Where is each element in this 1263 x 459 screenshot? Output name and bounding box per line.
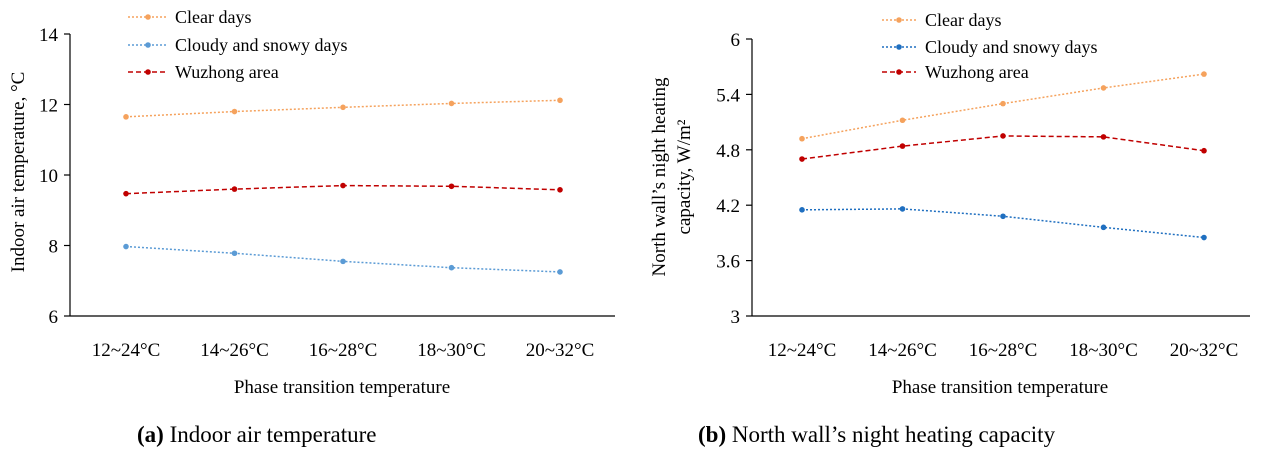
- chart-1-data-point: [799, 207, 805, 213]
- chart-b-series: [799, 71, 1207, 241]
- chart-a-x-axis-label: Phase transition temperature: [234, 377, 450, 398]
- chart-1-ytick-label: 4.8: [716, 141, 740, 162]
- chart-0-xtick-label: 18~30°C: [417, 340, 486, 361]
- chart-1-xtick-label: 16~28°C: [969, 340, 1038, 361]
- chart-0-ytick-label: 6: [49, 307, 59, 328]
- caption-b: (b) North wall’s night heating capacity: [698, 422, 1055, 448]
- legend-b-clear-days: Clear days: [925, 10, 1001, 30]
- chart-0-data-point: [123, 190, 129, 197]
- legend-b-cloudy-marker: [896, 44, 902, 50]
- chart-1-ytick-label: 3.6: [716, 252, 740, 273]
- chart-1-series-line: [801, 208, 1205, 239]
- chart-1-ytick-label: 5.4: [716, 85, 740, 106]
- chart-1-data-point: [1000, 100, 1006, 107]
- chart-1-data-point: [1201, 71, 1207, 77]
- chart-0-data-point: [231, 108, 238, 115]
- chart-1-ytick-label: 4.2: [716, 196, 740, 217]
- caption-a: (a) Indoor air temperature: [137, 422, 376, 448]
- chart-0-data-point: [123, 114, 129, 120]
- chart-1-xtick-label: 18~30°C: [1069, 340, 1138, 361]
- chart-0-ytick-label: 14: [39, 25, 59, 46]
- caption-b-tag: (b): [698, 422, 727, 447]
- chart-1-data-point: [799, 156, 805, 162]
- chart-1-xtick-label: 14~26°C: [868, 340, 937, 361]
- chart-a-y-axis-label: Indoor air temperature, °C: [8, 72, 29, 273]
- chart-0-ytick-label: 12: [39, 96, 58, 117]
- chart-1-data-point: [1201, 147, 1207, 154]
- legend-a-wuzhong-area: Wuzhong area: [175, 62, 279, 82]
- chart-b-legend: Clear days Cloudy and snowy days Wuzhong…: [882, 10, 1098, 82]
- chart-0-data-point: [448, 100, 455, 107]
- chart-0-data-point: [448, 183, 455, 190]
- legend-a-wuzhong-marker: [145, 69, 151, 75]
- chart-0-ytick-label: 10: [39, 166, 58, 187]
- chart-0-data-point: [123, 243, 129, 250]
- chart-0-data-point: [448, 264, 455, 271]
- chart-1-xtick-label: 12~24°C: [768, 340, 837, 361]
- legend-a-cloudy-and-snowy-days: Cloudy and snowy days: [175, 35, 348, 55]
- chart-1-data-point: [1201, 234, 1207, 241]
- chart-0-data-point: [557, 269, 563, 275]
- chart-b-y-axis-label-line1: North wall’s night heating: [649, 77, 670, 276]
- chart-a-legend: Clear days Cloudy and snowy days Wuzhong…: [128, 7, 348, 82]
- chart-b-y-axis-label-line2: capacity, W/m²: [674, 119, 695, 234]
- chart-1-data-point: [899, 206, 906, 212]
- chart-0-ytick-label: 8: [49, 237, 59, 258]
- chart-0-data-point: [340, 182, 346, 189]
- chart-0-data-point: [340, 104, 346, 111]
- chart-1-data-point: [799, 135, 805, 142]
- legend-b-clear-days-marker: [896, 17, 902, 23]
- chart-0-data-point: [340, 258, 346, 265]
- chart-1-data-point: [1000, 213, 1006, 220]
- chart-1-data-point: [899, 143, 906, 149]
- chart-0-data-point: [231, 186, 238, 192]
- chart-1-ytick-label: 6: [731, 30, 741, 51]
- chart-b-ticks: 3 3.6 4.2 4.8 5.4 6 12~24°C 14~26°C 16~28°C 18~30…: [716, 30, 1238, 361]
- chart-0-data-point: [557, 187, 563, 193]
- chart-b-x-axis-label: Phase transition temperature: [892, 377, 1108, 398]
- chart-1-data-point: [1100, 224, 1107, 231]
- chart-0-xtick-label: 20~32°C: [526, 340, 595, 361]
- caption-b-text: North wall’s night heating capacity: [726, 422, 1056, 447]
- caption-a-tag: (a): [137, 422, 164, 447]
- legend-b-wuzhong-marker: [896, 69, 902, 75]
- chart-1-series-line: [801, 135, 1205, 160]
- chart-b-north-wall-heating-capacity: North wall’s night heating capacity, W/m…: [649, 10, 1250, 398]
- chart-1-data-point: [1100, 134, 1107, 140]
- chart-1-ytick-label: 3: [731, 307, 741, 328]
- legend-a-clear-days: Clear days: [175, 7, 251, 27]
- legend-a-cloudy-marker: [145, 42, 151, 48]
- chart-a-series: [123, 97, 563, 275]
- chart-0-xtick-label: 14~26°C: [200, 340, 269, 361]
- chart-a-ticks: 6 8 10 12 14 12~24°C 14~26°C 16~28°C 18~30°C 20~3…: [39, 25, 594, 361]
- legend-a-clear-days-marker: [145, 14, 151, 20]
- chart-0-data-point: [231, 250, 238, 257]
- chart-a-indoor-air-temperature: Indoor air temperature, °C Phase transit…: [8, 7, 615, 398]
- chart-0-xtick-label: 16~28°C: [309, 340, 378, 361]
- chart-1-data-point: [1000, 133, 1006, 139]
- chart-1-data-point: [1100, 85, 1107, 91]
- chart-1-xtick-label: 20~32°C: [1170, 340, 1239, 361]
- chart-0-xtick-label: 12~24°C: [92, 340, 161, 361]
- legend-b-cloudy-and-snowy-days: Cloudy and snowy days: [925, 37, 1098, 57]
- chart-0-data-point: [557, 97, 563, 104]
- legend-b-wuzhong-area: Wuzhong area: [925, 62, 1029, 82]
- caption-a-text: Indoor air temperature: [163, 422, 377, 447]
- chart-1-data-point: [899, 117, 906, 124]
